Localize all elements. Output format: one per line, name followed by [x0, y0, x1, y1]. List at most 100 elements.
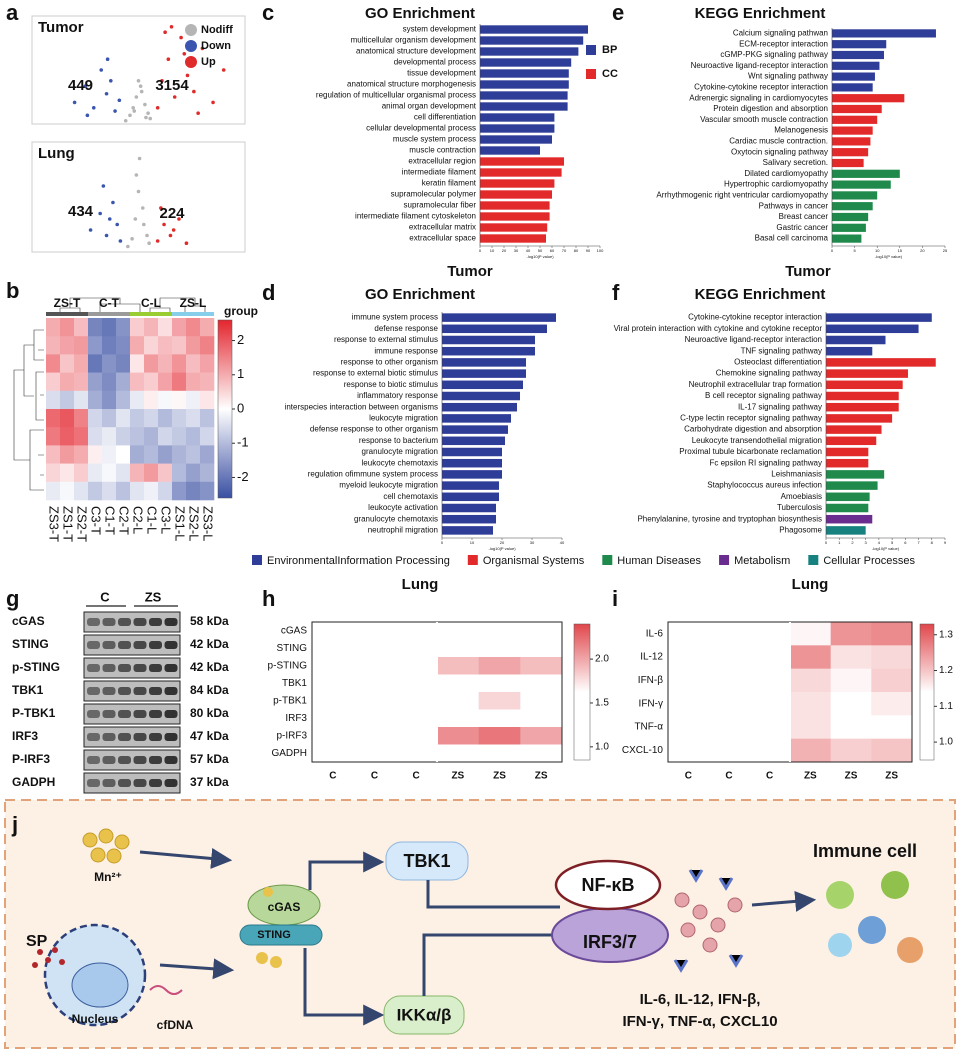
- category-label: Leishmaniasis: [771, 470, 822, 479]
- point: [105, 57, 110, 61]
- category-label: intermediate filament: [402, 168, 477, 177]
- cell: [437, 674, 479, 693]
- arrow: [751, 890, 817, 912]
- band: [149, 687, 162, 695]
- category-label: Salivary secretion.: [763, 158, 828, 167]
- band: [102, 756, 116, 764]
- band: [118, 687, 131, 695]
- cell: [144, 427, 159, 446]
- cell: [749, 692, 791, 716]
- cell: [102, 372, 117, 392]
- colorbar-tick-label: 1.0: [595, 741, 609, 752]
- point: [104, 91, 109, 96]
- colorbar-tick-label: 2: [237, 332, 244, 347]
- cell: [102, 318, 117, 337]
- cell: [353, 744, 396, 763]
- category-label: inflammatory response: [357, 391, 438, 400]
- category-label: muscle system process: [393, 135, 476, 144]
- column-label: C: [413, 771, 420, 782]
- category-label: regulation of multicellular organismal p…: [316, 91, 476, 100]
- cell: [708, 715, 750, 739]
- category-label: Carbohydrate digestion and absorption: [684, 425, 822, 434]
- cell: [200, 354, 215, 373]
- cell: [88, 318, 103, 337]
- bar: [832, 234, 862, 243]
- band: [102, 687, 116, 695]
- bar: [442, 425, 508, 434]
- band: [149, 733, 162, 741]
- legend-label: CC: [602, 68, 618, 80]
- point: [117, 98, 122, 103]
- legend-label: Metabolism: [734, 555, 790, 567]
- row-label: STING: [276, 643, 307, 654]
- bar: [480, 179, 555, 188]
- cell: [708, 668, 750, 693]
- category-label: Arrhythmogenic right ventricular cardiom…: [656, 191, 828, 200]
- column-label: C: [685, 771, 692, 782]
- cell: [312, 727, 354, 745]
- bar: [832, 202, 873, 211]
- cell: [790, 715, 831, 739]
- cell: [830, 668, 872, 693]
- category-label: cell chemotaxis: [383, 492, 438, 501]
- cell: [395, 692, 438, 710]
- blot-strip: [83, 703, 181, 725]
- colorbar: [217, 319, 233, 499]
- bar: [832, 72, 875, 81]
- bar: [832, 61, 880, 70]
- cell: [88, 354, 103, 373]
- cell: [353, 692, 396, 710]
- cell: [437, 709, 479, 728]
- band: [102, 641, 116, 649]
- row-label: IL-6: [646, 628, 664, 639]
- cell: [790, 692, 831, 716]
- panel-letters: a b c d e f g h i: [6, 0, 624, 611]
- row-label: IFN-γ: [639, 698, 663, 709]
- cell: [749, 715, 791, 739]
- category-label: Fc epsilon RI signaling pathway: [709, 458, 822, 467]
- blot-strip: [83, 726, 181, 748]
- point: [115, 222, 119, 227]
- point: [168, 233, 173, 238]
- bar: [442, 358, 526, 367]
- cell: [437, 744, 479, 763]
- group-label: C-T: [99, 296, 120, 310]
- plot-title: Lung: [38, 145, 75, 162]
- cell: [353, 727, 396, 745]
- cell: [74, 481, 89, 501]
- cell: [74, 463, 89, 483]
- x-tick-label: 10: [490, 248, 495, 253]
- cell: [144, 409, 159, 428]
- count-up: 3154: [155, 77, 189, 94]
- cell: [871, 645, 913, 669]
- point: [192, 89, 196, 94]
- bar: [442, 391, 520, 401]
- legend-label: Nodiff: [201, 24, 233, 36]
- column-label: ZS3-L: [201, 506, 216, 541]
- cell: [172, 372, 187, 392]
- blot-strip: [83, 680, 181, 702]
- category-label: muscle contraction: [409, 146, 476, 155]
- chart-title: Lung: [792, 576, 829, 593]
- bar: [826, 470, 885, 479]
- nucleus-label: Nucleus: [72, 1012, 119, 1026]
- arrow: [139, 848, 233, 869]
- cell: [116, 463, 131, 483]
- panel-letter: i: [612, 586, 618, 611]
- cell: [520, 744, 563, 763]
- cell: [520, 639, 563, 658]
- caption: Tumor: [785, 263, 831, 280]
- cell: [88, 390, 103, 410]
- cell: [437, 727, 479, 745]
- cytokine-list: IL-6, IL-12, IFN-β,: [640, 991, 761, 1008]
- cell: [520, 622, 563, 640]
- arrow: [308, 851, 385, 890]
- cell: [668, 622, 709, 646]
- panel-letter: c: [262, 0, 274, 25]
- x-tick-label: 0: [479, 248, 482, 253]
- cell: [200, 336, 215, 355]
- colorbar-tick-label: 1.0: [939, 737, 953, 748]
- bar: [832, 94, 905, 103]
- x-tick-label: 8: [931, 540, 934, 545]
- cell: [74, 445, 89, 464]
